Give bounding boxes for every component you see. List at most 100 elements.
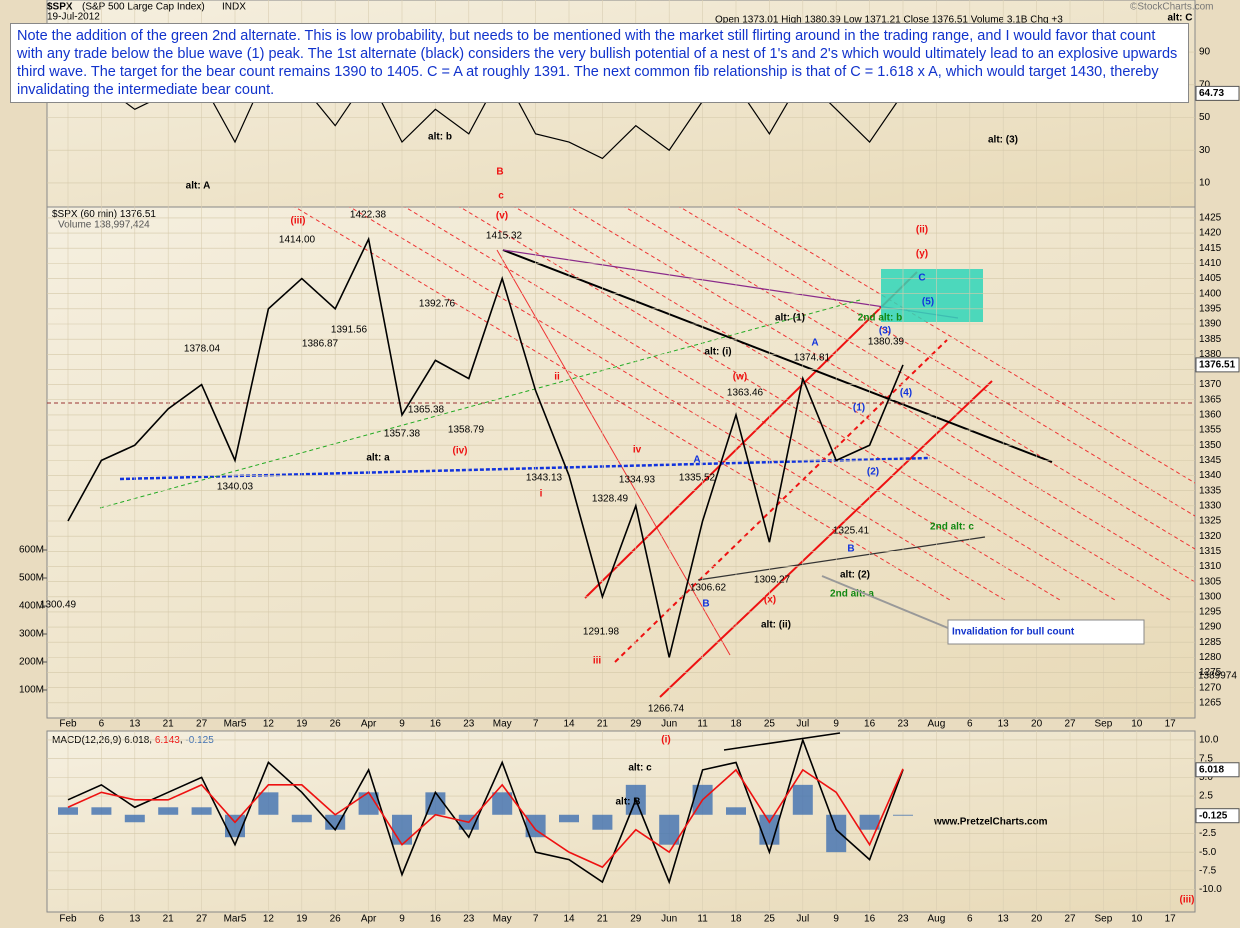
wave-label: (w) — [733, 372, 747, 383]
y-tick-label: 2.5 — [1199, 791, 1213, 802]
trendline — [99, 299, 861, 509]
x-tick-label: 21 — [163, 719, 175, 730]
histogram-bar — [893, 814, 913, 816]
macd-last: 6.018 — [1199, 764, 1224, 775]
wave-label: (i) — [661, 735, 670, 746]
macd-line — [67, 737, 904, 885]
histogram-bar — [559, 814, 579, 823]
histogram-bar — [124, 814, 145, 823]
x-tick-label: 19 — [296, 719, 308, 730]
wave-label: (3) — [879, 326, 891, 337]
volume-legend: Volume 138,997,424 — [58, 220, 150, 231]
x-tick-label: 23 — [897, 719, 909, 730]
target-box — [881, 269, 983, 322]
x-tick-label: 13 — [998, 914, 1010, 925]
x-tick-label: Feb — [59, 719, 77, 730]
copyright: ©StockCharts.com — [1130, 2, 1214, 13]
trendlines — [47, 207, 1195, 698]
y-tick-label: 1300 — [1199, 591, 1222, 602]
histogram-bar — [826, 814, 847, 853]
histogram-bar — [659, 814, 680, 845]
x-tick-label: 6 — [967, 719, 973, 730]
volume-tick-label: 500M — [19, 573, 44, 584]
wave-label: iii — [593, 656, 602, 667]
histogram-bar — [492, 792, 513, 815]
y-tick-label: 1380 — [1199, 349, 1222, 360]
value-box — [1195, 85, 1240, 101]
pivot-label: 1309.27 — [754, 575, 791, 586]
x-tick-label: 6 — [99, 719, 105, 730]
wave-label: (4) — [900, 388, 912, 399]
wave-label: alt: (2) — [840, 570, 870, 581]
x-tick-label: 19 — [296, 914, 308, 925]
trendline — [679, 207, 1195, 517]
value-box — [1195, 357, 1240, 373]
trendline — [569, 207, 1195, 583]
wave-label: (ii) — [916, 225, 928, 236]
x-tick-label: Sep — [1095, 914, 1113, 925]
pivot-label: 1266.74 — [648, 704, 685, 715]
x-tick-label: 12 — [263, 719, 275, 730]
y-tick-label: 1310 — [1199, 561, 1222, 572]
histogram-bar — [158, 807, 179, 815]
pivot-label: 1380.39 — [868, 337, 905, 348]
x-tick-label: 27 — [1064, 914, 1076, 925]
y-tick-label: 10.0 — [1199, 735, 1219, 746]
pivot-label: 1325.41 — [833, 526, 870, 537]
y-tick-label: -10.0 — [1199, 884, 1222, 895]
x-tick-label: 23 — [463, 914, 475, 925]
pivot-label: 1365.38 — [408, 405, 445, 416]
x-tick-label: May — [493, 914, 512, 925]
y-tick-label: 1425 — [1199, 213, 1222, 224]
wave-label: alt: (3) — [988, 135, 1018, 146]
y-tick-label: 1285 — [1199, 637, 1222, 648]
volume-label: 1389974 — [1198, 671, 1237, 682]
wave-label: A — [693, 455, 700, 466]
histogram-bar — [358, 792, 379, 815]
y-tick-label: 1330 — [1199, 500, 1222, 511]
y-tick-label: 1295 — [1199, 607, 1222, 618]
pivot-label: 1414.00 — [279, 235, 316, 246]
wave-label: B — [847, 544, 854, 555]
watermark: www.PretzelCharts.com — [933, 817, 1048, 828]
histogram-bar — [525, 814, 546, 838]
y-tick-label: 1385 — [1199, 334, 1222, 345]
y-tick-label: 1350 — [1199, 440, 1222, 451]
pivot-label: 1328.49 — [592, 494, 629, 505]
histogram-bar — [58, 807, 78, 815]
exchange: INDX — [222, 2, 246, 13]
x-tick-label: 21 — [163, 914, 175, 925]
pivot-label: 1422.38 — [350, 210, 387, 221]
x-tick-label: 10 — [1131, 719, 1143, 730]
trendline — [349, 207, 1006, 601]
x-tick-label: 6 — [967, 914, 973, 925]
x-tick-label: 26 — [330, 914, 342, 925]
histogram-bar — [291, 814, 312, 823]
wave-label: alt: c — [628, 763, 652, 774]
x-tick-label: Mar5 — [224, 914, 247, 925]
y-tick-label: 1340 — [1199, 470, 1222, 481]
x-tick-label: 20 — [1031, 914, 1043, 925]
x-tick-label: Jul — [796, 914, 809, 925]
y-tick-label: 7.5 — [1199, 753, 1213, 764]
trendline — [584, 271, 918, 599]
y-tick-label: 1275 — [1199, 667, 1222, 678]
x-tick-label: Aug — [928, 914, 946, 925]
wave-label: (5) — [922, 297, 934, 308]
y-tick-label: 1360 — [1199, 410, 1222, 421]
wave-label: (1) — [853, 403, 865, 414]
volume-tick-label: 100M — [19, 685, 44, 696]
pivot-label: 1343.13 — [526, 473, 563, 484]
pivot-label: 1340.03 — [217, 482, 254, 493]
legend-value: 1376.51 — [120, 209, 157, 220]
wave-label: alt: (i) — [704, 347, 731, 358]
x-tick-label: Aug — [928, 719, 946, 730]
callout: Invalidation for bull count — [952, 627, 1075, 638]
quote: Open 1373.01 High 1380.39 Low 1371.21 Cl… — [715, 15, 1063, 26]
x-tick-label: 11 — [697, 914, 708, 925]
macd-line — [67, 768, 904, 869]
pivot-label: 1363.46 — [727, 388, 764, 399]
x-tick-label: 9 — [833, 914, 839, 925]
wave-label: (x) — [764, 595, 776, 606]
pivot-label: 1391.56 — [331, 325, 368, 336]
